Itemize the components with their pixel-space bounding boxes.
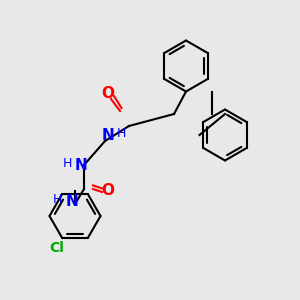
Text: N: N bbox=[75, 158, 87, 172]
Text: N: N bbox=[66, 194, 78, 208]
Text: Cl: Cl bbox=[49, 242, 64, 256]
Text: H: H bbox=[52, 193, 62, 206]
Text: O: O bbox=[101, 183, 115, 198]
Text: H: H bbox=[117, 127, 126, 140]
Text: O: O bbox=[101, 85, 115, 100]
Text: N: N bbox=[102, 128, 114, 142]
Text: H: H bbox=[63, 157, 72, 170]
